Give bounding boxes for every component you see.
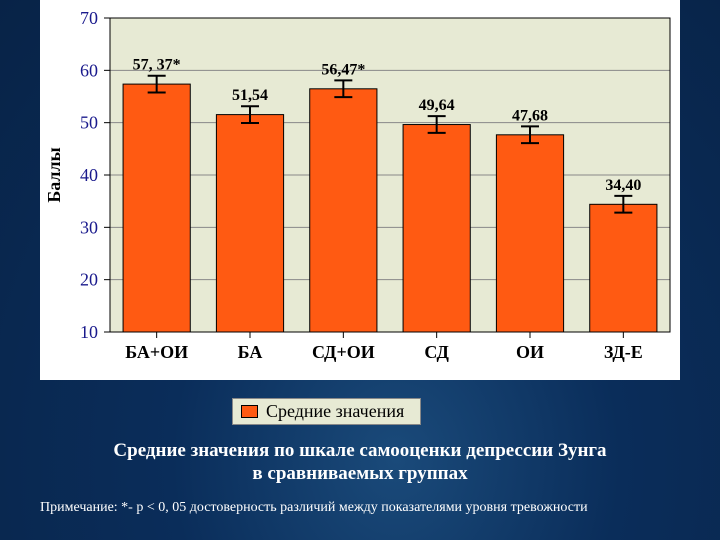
bar-value-label: 47,68 (512, 107, 548, 124)
bar (496, 135, 563, 332)
legend-swatch (241, 405, 258, 418)
svg-text:10: 10 (80, 322, 98, 342)
svg-text:70: 70 (80, 8, 98, 28)
title-line-1: Средние значения по шкале самооценки деп… (113, 440, 606, 461)
bar (403, 125, 470, 332)
bar-chart: 10 20 30 40 50 60 70 Баллы 57, 37* БА+ОИ 51,54 БА 56… (40, 0, 680, 380)
bar-value-label: 51,54 (232, 87, 268, 104)
bar (590, 204, 657, 332)
legend-label: Средние значения (266, 401, 404, 422)
x-category-label: БА+ОИ (125, 342, 188, 362)
bar (216, 115, 283, 332)
bar-value-label: 49,64 (419, 97, 455, 114)
x-category-label: БА (238, 342, 263, 362)
svg-text:60: 60 (80, 60, 98, 80)
x-category-label: СД (424, 342, 449, 362)
svg-text:50: 50 (80, 113, 98, 133)
bar (123, 84, 190, 332)
x-category-label: ОИ (516, 342, 544, 362)
svg-text:20: 20 (80, 270, 98, 290)
bar-value-label: 56,47* (321, 61, 365, 78)
x-category-label: ЗД-Е (604, 342, 643, 362)
bar-value-label: 34,40 (605, 177, 641, 194)
svg-text:30: 30 (80, 217, 98, 237)
title-line-2: в сравниваемых группах (252, 463, 467, 484)
svg-text:Баллы: Баллы (44, 147, 64, 202)
chart-legend: Средние значения (232, 398, 421, 425)
bar (310, 89, 377, 332)
footnote: Примечание: *- р < 0, 05 достоверность р… (40, 500, 588, 516)
svg-text:40: 40 (80, 165, 98, 185)
chart-title: Средние значения по шкале самооценки деп… (0, 440, 720, 486)
x-category-label: СД+ОИ (312, 342, 375, 362)
bar-value-label: 57, 37* (133, 57, 181, 74)
